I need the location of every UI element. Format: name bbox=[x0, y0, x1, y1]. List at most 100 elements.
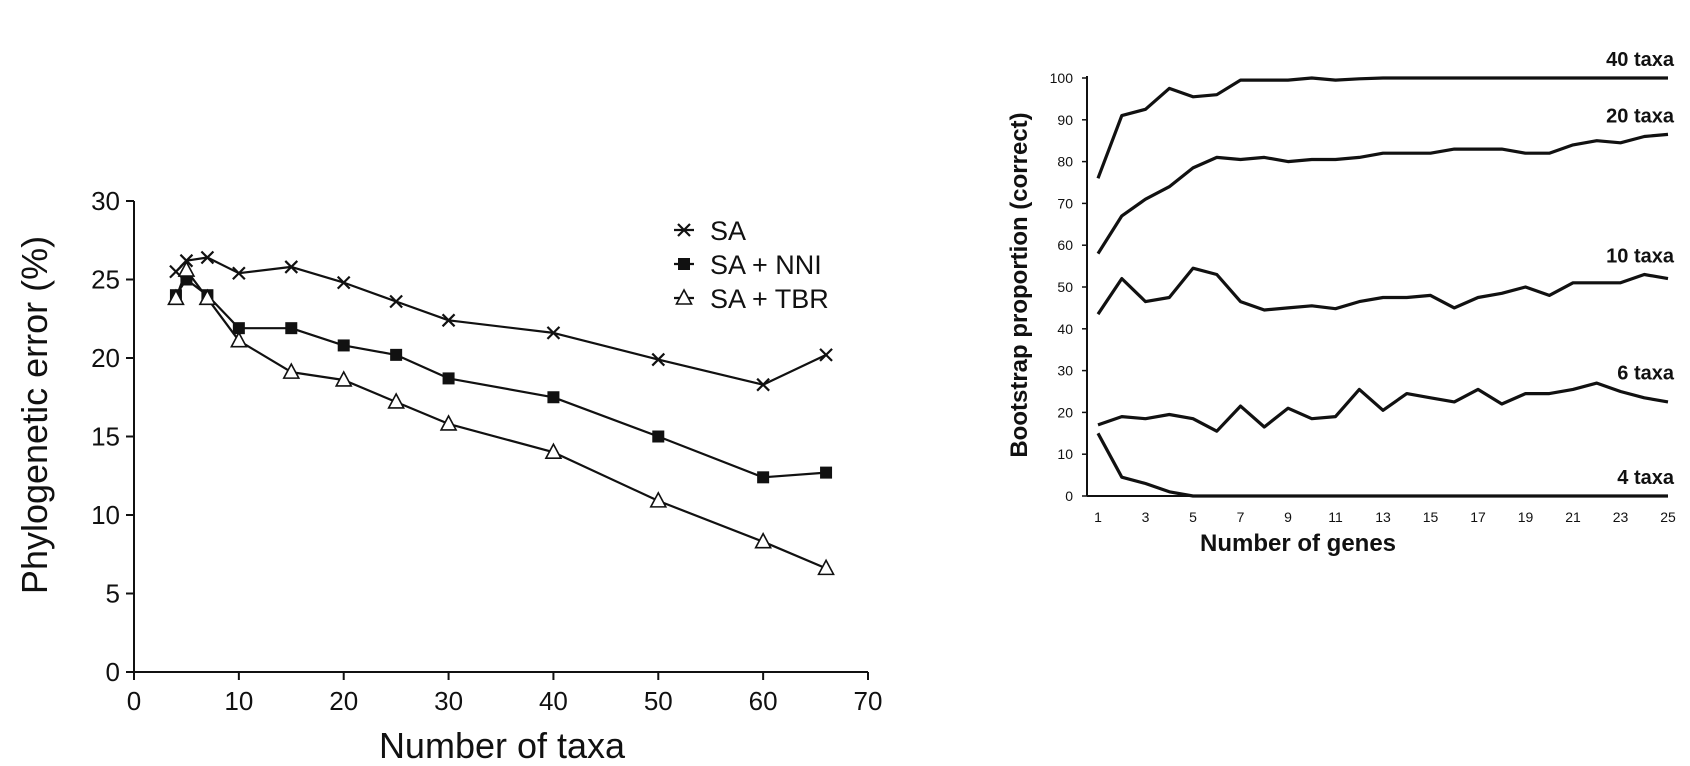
legend-marker bbox=[675, 288, 693, 305]
right-x-tick-label: 5 bbox=[1189, 509, 1197, 525]
data-point bbox=[441, 313, 456, 328]
series-label-10-taxa: 10 taxa bbox=[1606, 245, 1675, 267]
legend: SA SA + NNI SA + TBR bbox=[674, 216, 829, 314]
left-y-tick-label: 30 bbox=[91, 186, 120, 216]
data-point bbox=[232, 322, 245, 335]
right-x-axis-label: Number of genes bbox=[1200, 530, 1396, 557]
right-y-tick-label: 10 bbox=[1057, 446, 1073, 462]
series-line-10-taxa bbox=[1096, 266, 1669, 316]
data-point bbox=[230, 331, 248, 348]
data-point bbox=[546, 326, 561, 340]
left-x-tick-label: 50 bbox=[644, 686, 673, 716]
legend-marker bbox=[677, 223, 691, 237]
data-point bbox=[285, 322, 298, 335]
right-x-tick-label: 23 bbox=[1613, 509, 1629, 525]
series-4-taxa: 4 taxa bbox=[1096, 432, 1675, 498]
data-point bbox=[817, 558, 835, 576]
data-point bbox=[547, 391, 560, 404]
right-y-tick-label: 40 bbox=[1057, 321, 1073, 337]
legend-label: SA bbox=[710, 216, 746, 246]
left-x-tick-label: 60 bbox=[749, 686, 778, 716]
data-point bbox=[651, 352, 666, 367]
right-x-tick-label: 3 bbox=[1142, 509, 1150, 525]
data-point bbox=[177, 260, 196, 277]
right-y-tick-label: 90 bbox=[1057, 112, 1073, 128]
left-y-tick-label: 10 bbox=[91, 500, 120, 530]
data-point bbox=[544, 442, 563, 460]
series-line-sa bbox=[175, 256, 827, 386]
series-line-20-taxa bbox=[1096, 132, 1669, 255]
data-point bbox=[284, 260, 299, 274]
data-point bbox=[282, 362, 301, 379]
right-y-tick-label: 80 bbox=[1057, 154, 1073, 170]
right-x-tick-label: 17 bbox=[1470, 509, 1486, 525]
left-y-tick-label: 25 bbox=[91, 265, 120, 295]
series-label-6-taxa: 6 taxa bbox=[1617, 363, 1675, 385]
right-y-tick-label: 20 bbox=[1057, 404, 1073, 420]
right-x-tick-label: 19 bbox=[1518, 509, 1534, 525]
right-y-tick-label: 0 bbox=[1065, 488, 1073, 504]
left-y-tick-label: 15 bbox=[91, 422, 120, 452]
data-point bbox=[200, 250, 215, 265]
series-line-40-taxa bbox=[1096, 76, 1668, 179]
series-sa-tbr bbox=[167, 260, 835, 576]
series-20-taxa: 20 taxa bbox=[1096, 105, 1675, 255]
left-y-tick-label: 0 bbox=[106, 657, 120, 687]
right-x-tick-label: 7 bbox=[1237, 509, 1245, 525]
series-label-40-taxa: 40 taxa bbox=[1606, 49, 1675, 71]
series-line-4-taxa bbox=[1096, 432, 1668, 498]
series-label-20-taxa: 20 taxa bbox=[1606, 105, 1675, 127]
data-point bbox=[336, 275, 351, 290]
data-point bbox=[439, 414, 458, 431]
right-x-tick-label: 25 bbox=[1660, 509, 1676, 525]
data-point bbox=[819, 348, 833, 362]
series-40-taxa: 40 taxa bbox=[1096, 49, 1675, 179]
left-chart: Number of taxa Phylogenetic error (%) 0 5… bbox=[14, 186, 882, 766]
data-point bbox=[756, 377, 770, 392]
data-point bbox=[389, 294, 403, 309]
left-x-tick-label: 40 bbox=[539, 686, 568, 716]
data-point bbox=[757, 471, 770, 484]
right-x-tick-label: 9 bbox=[1284, 509, 1292, 525]
data-point bbox=[754, 531, 772, 549]
data-point bbox=[649, 491, 668, 508]
series-label-4-taxa: 4 taxa bbox=[1617, 467, 1675, 489]
right-y-tick-label: 50 bbox=[1057, 279, 1073, 295]
data-point bbox=[334, 370, 353, 387]
data-point bbox=[232, 266, 246, 280]
data-point bbox=[820, 466, 833, 479]
left-y-axis-label: Phylogenetic error (%) bbox=[14, 236, 55, 594]
data-point bbox=[198, 288, 217, 306]
right-y-tick-label: 60 bbox=[1057, 237, 1073, 253]
left-x-tick-label: 30 bbox=[434, 686, 463, 716]
series-line-sa-tbr bbox=[174, 269, 827, 570]
left-x-tick-label: 70 bbox=[854, 686, 883, 716]
right-x-tick-label: 11 bbox=[1328, 509, 1343, 525]
left-x-tick-label: 0 bbox=[127, 686, 141, 716]
left-x-tick-label: 20 bbox=[329, 686, 358, 716]
data-point bbox=[167, 288, 185, 306]
right-y-axis-label: Bootstrap proportion (correct) bbox=[1006, 112, 1033, 457]
legend-label: SA + NNI bbox=[710, 250, 822, 280]
right-chart: Number of genes Bootstrap proportion (co… bbox=[1006, 49, 1676, 557]
right-x-tick-label: 1 bbox=[1094, 509, 1102, 525]
left-y-tick-label: 20 bbox=[91, 343, 120, 373]
left-x-tick-label: 10 bbox=[224, 686, 253, 716]
right-x-tick-label: 13 bbox=[1375, 509, 1391, 525]
right-y-tick-label: 100 bbox=[1050, 70, 1074, 86]
legend-marker bbox=[678, 258, 690, 270]
data-point bbox=[442, 372, 455, 385]
series-6-taxa: 6 taxa bbox=[1097, 363, 1675, 433]
data-point bbox=[337, 339, 350, 352]
data-point bbox=[652, 430, 665, 443]
data-point bbox=[387, 392, 405, 409]
right-x-tick-label: 15 bbox=[1423, 509, 1439, 525]
left-y-tick-label: 5 bbox=[106, 579, 120, 609]
series-sa bbox=[169, 250, 833, 392]
series-line-6-taxa bbox=[1097, 381, 1669, 433]
right-y-tick-label: 30 bbox=[1057, 363, 1073, 379]
legend-label: SA + TBR bbox=[710, 284, 829, 314]
right-y-tick-label: 70 bbox=[1057, 195, 1073, 211]
left-x-axis-label: Number of taxa bbox=[379, 725, 626, 766]
